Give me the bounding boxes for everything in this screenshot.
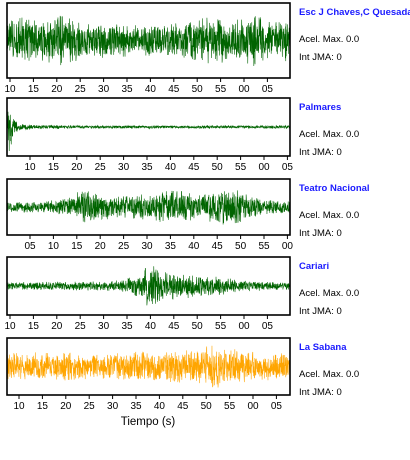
x-tick-label: 10 [24, 162, 36, 173]
x-tick-label: 15 [28, 321, 40, 332]
x-tick-label: 00 [238, 84, 250, 95]
x-tick-label: 15 [48, 162, 60, 173]
panel-frame [6, 97, 291, 157]
x-tick-label: 35 [141, 162, 153, 173]
x-tick-label: 05 [24, 241, 36, 252]
x-tick-label: 10 [48, 241, 60, 252]
panel-frame [6, 178, 291, 236]
x-tick-label: 25 [84, 401, 96, 412]
x-tick-label: 35 [165, 241, 177, 252]
max-acceleration-label: Acel. Max. 0.0 [299, 288, 359, 299]
x-tick-label: 45 [212, 241, 224, 252]
x-tick-label: 30 [107, 401, 119, 412]
panel-frame [6, 337, 291, 396]
station-panel: 10 15 20 25 30 35 40 45 50 55 00 05 Esc J Chaves,C Q… [4, 2, 410, 95]
x-tick-label: 05 [262, 84, 274, 95]
jma-intensity-label: Int JMA: 0 [299, 306, 342, 317]
x-tick-label: 40 [165, 162, 177, 173]
panel-frame [6, 256, 291, 316]
x-tick-label: 00 [258, 162, 270, 173]
seismogram-trace [7, 345, 290, 388]
x-tick-label: 40 [145, 84, 157, 95]
jma-intensity-label: Int JMA: 0 [299, 228, 342, 239]
x-tick-label: 05 [282, 162, 294, 173]
x-tick-label: 35 [121, 321, 133, 332]
x-tick-label: 15 [28, 84, 40, 95]
seismogram-trace [7, 266, 290, 306]
x-tick-label: 10 [4, 84, 16, 95]
station-panel: 10 15 20 25 30 35 40 45 50 55 00 05 Palmares Acel. Ma… [6, 97, 359, 173]
x-tick-label: 50 [192, 321, 204, 332]
x-tick-label: 40 [154, 401, 166, 412]
x-tick-label: 15 [71, 241, 83, 252]
seismogram-trace [7, 190, 290, 225]
x-tick-label: 45 [177, 401, 189, 412]
x-tick-label: 10 [13, 401, 25, 412]
station-panel: 10 15 20 25 30 35 40 45 50 55 00 05 La Sabana Acel. M… [6, 337, 359, 412]
x-tick-label: 35 [130, 401, 142, 412]
x-tick-label: 25 [118, 241, 130, 252]
x-tick-label: 55 [224, 401, 236, 412]
x-tick-label: 55 [215, 321, 227, 332]
x-tick-label: 00 [238, 321, 250, 332]
max-acceleration-label: Acel. Max. 0.0 [299, 34, 359, 45]
x-tick-label: 30 [141, 241, 153, 252]
station-name: Teatro Nacional [299, 183, 370, 194]
x-tick-label: 50 [201, 401, 213, 412]
x-tick-label: 20 [51, 84, 63, 95]
station-name: La Sabana [299, 342, 347, 353]
max-acceleration-label: Acel. Max. 0.0 [299, 210, 359, 221]
x-tick-label: 20 [51, 321, 63, 332]
x-tick-label: 20 [60, 401, 72, 412]
x-tick-label: 50 [192, 84, 204, 95]
station-panel: 10 15 20 25 30 35 40 45 50 55 00 05 Cariari Acel. Max… [4, 256, 359, 332]
jma-intensity-label: Int JMA: 0 [299, 147, 342, 158]
seismogram-trace [7, 15, 290, 66]
x-tick-label: 50 [212, 162, 224, 173]
max-acceleration-label: Acel. Max. 0.0 [299, 369, 359, 380]
station-name: Palmares [299, 102, 341, 113]
x-tick-label: 00 [282, 241, 294, 252]
x-tick-label: 25 [75, 321, 87, 332]
x-tick-label: 30 [118, 162, 130, 173]
x-tick-label: 40 [145, 321, 157, 332]
x-tick-label: 55 [215, 84, 227, 95]
x-tick-label: 55 [235, 162, 247, 173]
x-tick-label: 05 [271, 401, 283, 412]
x-tick-label: 05 [262, 321, 274, 332]
x-tick-label: 45 [168, 84, 180, 95]
station-panel: 05 10 15 20 25 30 35 40 45 50 55 00 Teatro Nacional A… [6, 178, 370, 252]
panel-frame [6, 2, 291, 79]
jma-intensity-label: Int JMA: 0 [299, 52, 342, 63]
x-tick-label: 25 [95, 162, 107, 173]
jma-intensity-label: Int JMA: 0 [299, 387, 342, 398]
x-tick-label: 15 [37, 401, 49, 412]
x-tick-label: 50 [235, 241, 247, 252]
x-tick-label: 10 [4, 321, 16, 332]
station-name: Cariari [299, 261, 329, 272]
x-tick-label: 45 [168, 321, 180, 332]
x-tick-label: 00 [247, 401, 259, 412]
x-axis-title: Tiempo (s) [121, 416, 176, 428]
x-tick-label: 30 [98, 321, 110, 332]
station-name: Esc J Chaves,C Quesada [299, 7, 410, 18]
x-tick-label: 30 [98, 84, 110, 95]
x-tick-label: 20 [71, 162, 83, 173]
x-tick-label: 25 [75, 84, 87, 95]
x-tick-label: 55 [258, 241, 270, 252]
x-tick-label: 40 [188, 241, 200, 252]
x-tick-label: 45 [188, 162, 200, 173]
x-tick-label: 20 [95, 241, 107, 252]
seismogram-trace [7, 111, 290, 151]
x-tick-label: 35 [121, 84, 133, 95]
max-acceleration-label: Acel. Max. 0.0 [299, 129, 359, 140]
